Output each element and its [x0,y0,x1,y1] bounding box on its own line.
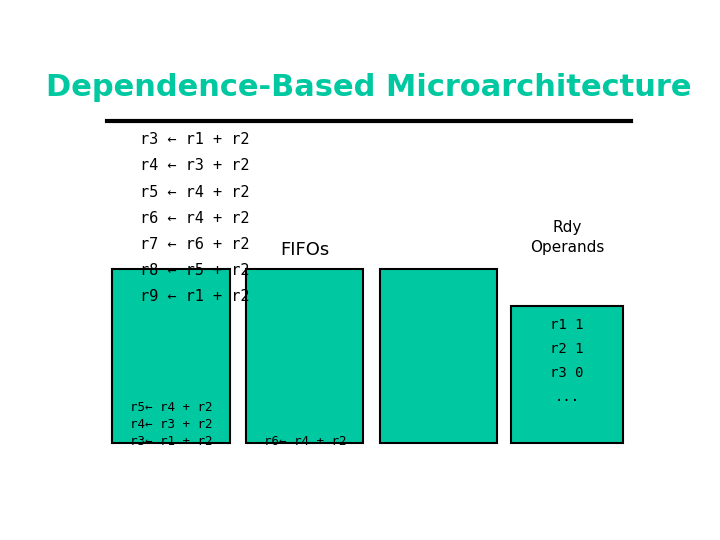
Text: r5← r4 + r2: r5← r4 + r2 [130,401,212,414]
FancyBboxPatch shape [511,306,623,443]
Text: r8 ← r5 + r2: r8 ← r5 + r2 [140,263,250,278]
FancyBboxPatch shape [246,268,364,443]
Text: r2 1: r2 1 [550,342,584,356]
Text: r3 ← r1 + r2: r3 ← r1 + r2 [140,132,250,147]
Text: r3← r1 + r2: r3← r1 + r2 [130,435,212,448]
Text: FIFOs: FIFOs [280,241,330,259]
Text: Rdy
Operands: Rdy Operands [530,220,604,255]
Text: r4 ← r3 + r2: r4 ← r3 + r2 [140,158,250,173]
Text: ...: ... [554,390,580,404]
FancyBboxPatch shape [112,268,230,443]
Text: r5 ← r4 + r2: r5 ← r4 + r2 [140,185,250,200]
FancyBboxPatch shape [380,268,498,443]
Text: r4← r3 + r2: r4← r3 + r2 [130,418,212,431]
Text: Dependence-Based Microarchitecture: Dependence-Based Microarchitecture [46,73,692,102]
Text: r7 ← r6 + r2: r7 ← r6 + r2 [140,237,250,252]
Text: r6← r4 + r2: r6← r4 + r2 [264,435,346,448]
Text: r9 ← r1 + r2: r9 ← r1 + r2 [140,289,250,305]
Text: r1 1: r1 1 [550,318,584,332]
Text: r3 0: r3 0 [550,366,584,380]
Text: r6 ← r4 + r2: r6 ← r4 + r2 [140,211,250,226]
